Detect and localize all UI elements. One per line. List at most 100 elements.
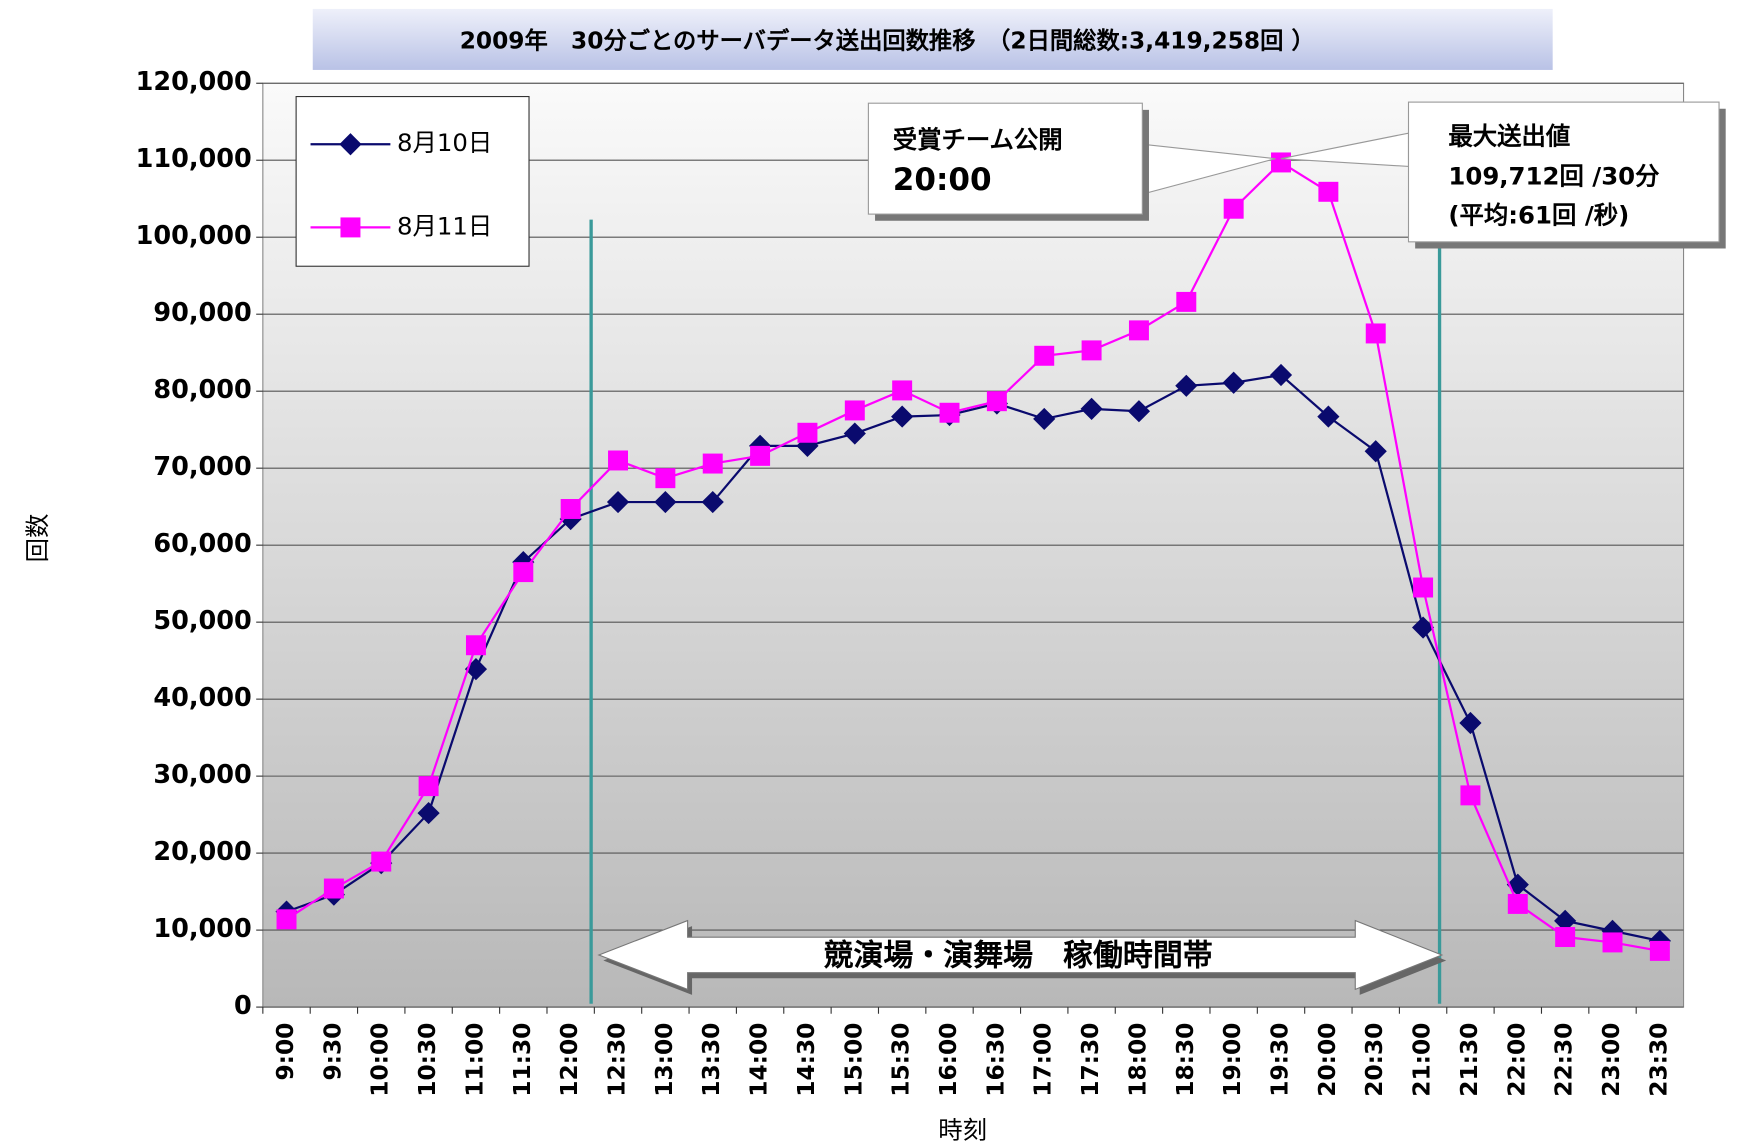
marker: [276, 909, 297, 930]
marker: [1365, 323, 1386, 344]
x-tick-label: 10:30: [414, 1023, 441, 1097]
marker: [371, 851, 392, 872]
marker: [465, 635, 486, 656]
y-tick-label: 50,000: [153, 606, 251, 636]
marker: [1175, 374, 1198, 397]
y-tick-label: 120,000: [136, 67, 252, 97]
marker: [1602, 932, 1623, 953]
callout-text: 受賞チーム公開: [893, 125, 1063, 154]
marker: [1223, 198, 1244, 219]
x-tick-label: 10:00: [367, 1023, 394, 1097]
marker: [1176, 291, 1197, 312]
marker: [797, 422, 818, 443]
marker: [1080, 397, 1103, 420]
marker: [986, 391, 1007, 412]
callout-text: (平均:61回 /秒): [1448, 200, 1629, 229]
y-tick-label: 70,000: [153, 452, 251, 482]
x-tick-label: 13:00: [651, 1023, 678, 1097]
x-tick-label: 11:30: [509, 1023, 536, 1097]
marker: [1554, 909, 1577, 932]
callout-text: 109,712回 /30分: [1448, 162, 1660, 191]
marker: [891, 405, 914, 428]
x-tick-label: 15:00: [840, 1023, 867, 1097]
legend-marker: [340, 217, 361, 238]
x-tick-label: 23:00: [1598, 1023, 1625, 1097]
marker: [1364, 440, 1387, 463]
x-tick-label: 11:00: [461, 1023, 488, 1097]
y-tick-label: 30,000: [153, 760, 251, 790]
title-box: [312, 8, 1553, 70]
marker: [608, 450, 629, 471]
marker: [1411, 616, 1435, 639]
y-tick-label: 90,000: [153, 298, 251, 328]
x-tick-label: 18:30: [1172, 1023, 1199, 1097]
y-tick-label: 100,000: [136, 221, 252, 251]
legend-label: 8月11日: [397, 211, 492, 240]
y-tick-label: 80,000: [153, 375, 251, 405]
x-tick-label: 14:00: [746, 1023, 773, 1097]
marker: [1649, 940, 1670, 961]
marker: [1127, 400, 1151, 423]
x-tick-label: 19:30: [1267, 1023, 1294, 1097]
marker: [560, 498, 581, 519]
marker: [1222, 371, 1245, 394]
x-tick-label: 16:00: [935, 1023, 962, 1097]
legend-label: 8月10日: [397, 128, 492, 157]
x-tick-label: 22:30: [1551, 1023, 1578, 1097]
x-tick-label: 14:30: [793, 1023, 820, 1097]
marker: [1555, 927, 1576, 948]
x-tick-label: 20:00: [1314, 1023, 1341, 1097]
marker: [702, 453, 723, 474]
marker: [606, 490, 630, 514]
callout-box: [1407, 101, 1720, 243]
x-tick-label: 23:30: [1645, 1023, 1672, 1097]
marker: [513, 562, 534, 583]
band-arrow: [597, 919, 1444, 991]
x-tick-label: 22:00: [1503, 1023, 1530, 1097]
y-tick-label: 0: [234, 991, 252, 1021]
legend: [295, 95, 530, 267]
marker: [1271, 152, 1291, 173]
x-tick-label: 9:00: [272, 1023, 299, 1081]
x-axis-label: 時刻: [938, 1115, 987, 1144]
callout-text: 20:00: [893, 162, 992, 198]
callout-box: [867, 102, 1143, 215]
x-tick-label: 15:30: [888, 1023, 915, 1097]
x-tick-label: 19:00: [1219, 1023, 1246, 1097]
x-tick-label: 18:00: [1124, 1023, 1151, 1097]
marker: [417, 801, 440, 825]
marker: [1317, 405, 1340, 428]
marker: [655, 468, 676, 489]
marker: [1413, 577, 1434, 598]
marker: [1318, 181, 1339, 202]
x-tick-label: 20:30: [1361, 1023, 1388, 1097]
x-tick-label: 12:00: [556, 1023, 583, 1097]
y-tick-label: 60,000: [153, 529, 251, 559]
y-tick-label: 20,000: [153, 837, 251, 867]
marker: [750, 445, 771, 466]
x-tick-label: 21:00: [1409, 1023, 1436, 1097]
y-tick-label: 40,000: [153, 683, 251, 713]
marker: [1460, 785, 1481, 806]
marker: [418, 776, 439, 797]
band-label: 競演場・演舞場 稼働時間帯: [824, 939, 1213, 974]
marker: [1459, 711, 1482, 735]
chart-title: 2009年 30分ごとのサーバデータ送出回数推移 （2日間総数:3,419,25…: [460, 28, 1315, 55]
x-tick-label: 17:30: [1077, 1023, 1104, 1097]
callout-text: 最大送出値: [1448, 122, 1570, 151]
marker: [892, 380, 913, 401]
x-tick-label: 21:30: [1456, 1023, 1483, 1097]
marker: [1033, 407, 1056, 430]
y-axis-label: 回数: [23, 514, 52, 563]
series-line: [285, 161, 1661, 952]
y-tick-label: 110,000: [136, 144, 252, 174]
marker: [323, 878, 344, 899]
marker: [701, 490, 724, 514]
x-tick-label: 17:00: [1030, 1023, 1057, 1097]
marker: [1034, 345, 1055, 366]
x-tick-label: 13:30: [698, 1023, 725, 1097]
marker: [843, 422, 866, 445]
marker: [654, 490, 677, 514]
